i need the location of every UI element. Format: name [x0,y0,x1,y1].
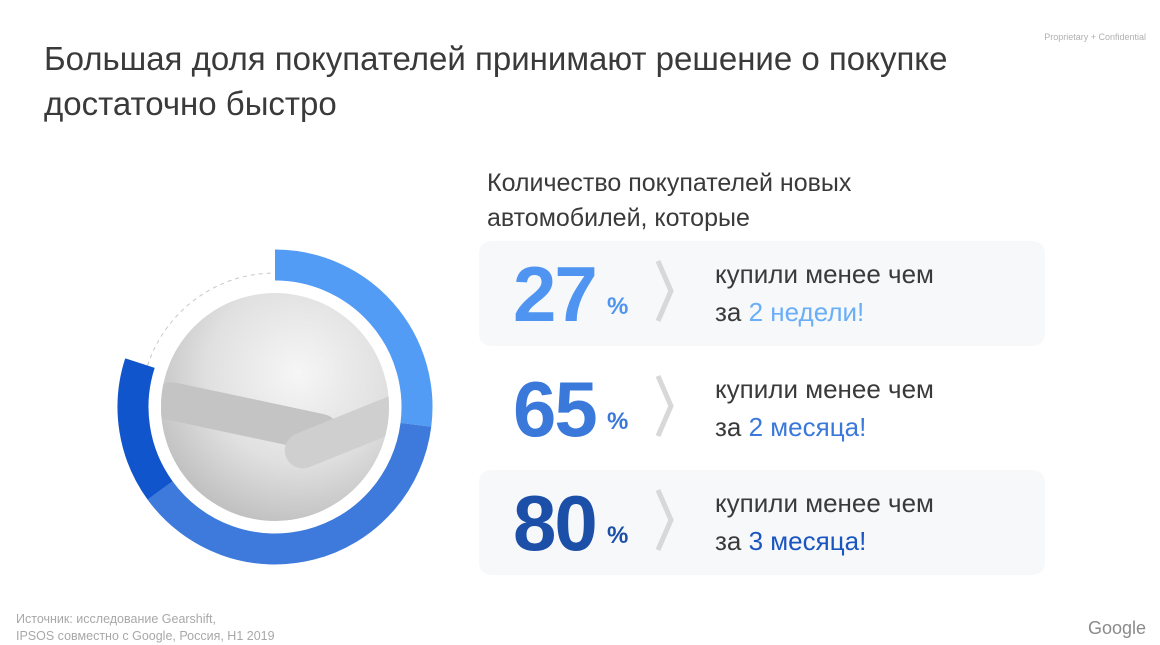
stat-line-1: купили менее чем [715,488,934,518]
chevron-right-icon [655,489,674,551]
chevron-right-icon [655,260,674,322]
donut-chart [117,249,433,565]
stat-prefix: за [715,526,742,556]
stats-subtitle: Количество покупателей новых автомобилей… [487,169,852,232]
source-line-1: Источник: исследование Gearshift, [16,612,216,626]
stat-line-1: купили менее чем [715,259,934,289]
stat-description: купили менее чем за 3 месяца! [715,484,934,560]
stat-card: 65 % купили менее чем за 2 месяца! [479,356,1045,461]
stat-line-1: купили менее чем [715,374,934,404]
stat-card: 27 % купили менее чем за 2 недели! [479,241,1045,346]
source-line-2: IPSOS совместно с Google, Россия, H1 201… [16,629,275,643]
stat-unit: % [607,293,629,320]
chevron-right-icon [655,375,674,437]
stat-card: 80 % купили менее чем за 3 месяца! [479,470,1045,575]
stat-value: 80 [513,479,598,567]
stat-prefix: за [715,297,742,327]
donut-segment-65 [147,422,432,565]
stat-highlight: 2 месяца! [748,412,867,442]
stat-value: 27 [513,250,598,338]
handshake-photo [161,293,389,521]
donut-segment-80 [117,358,173,500]
donut-segment-27 [274,249,433,427]
stat-description: купили менее чем за 2 недели! [715,255,934,331]
donut-remainder [147,272,275,366]
stat-prefix: за [715,412,742,442]
google-logo: Google [1087,618,1146,638]
stat-unit: % [607,408,629,435]
stat-unit: % [607,522,629,549]
stat-highlight: 2 недели! [748,297,865,327]
source-note: Источник: исследование Gearshift, IPSOS … [16,611,275,645]
stat-description: купили менее чем за 2 месяца! [715,370,934,446]
stat-highlight: 3 месяца! [748,526,867,556]
stat-value: 65 [513,365,598,453]
slide-title: Большая доля покупателей принимают решен… [44,40,948,122]
confidential-label: Proprietary + Confidential [1044,32,1146,42]
